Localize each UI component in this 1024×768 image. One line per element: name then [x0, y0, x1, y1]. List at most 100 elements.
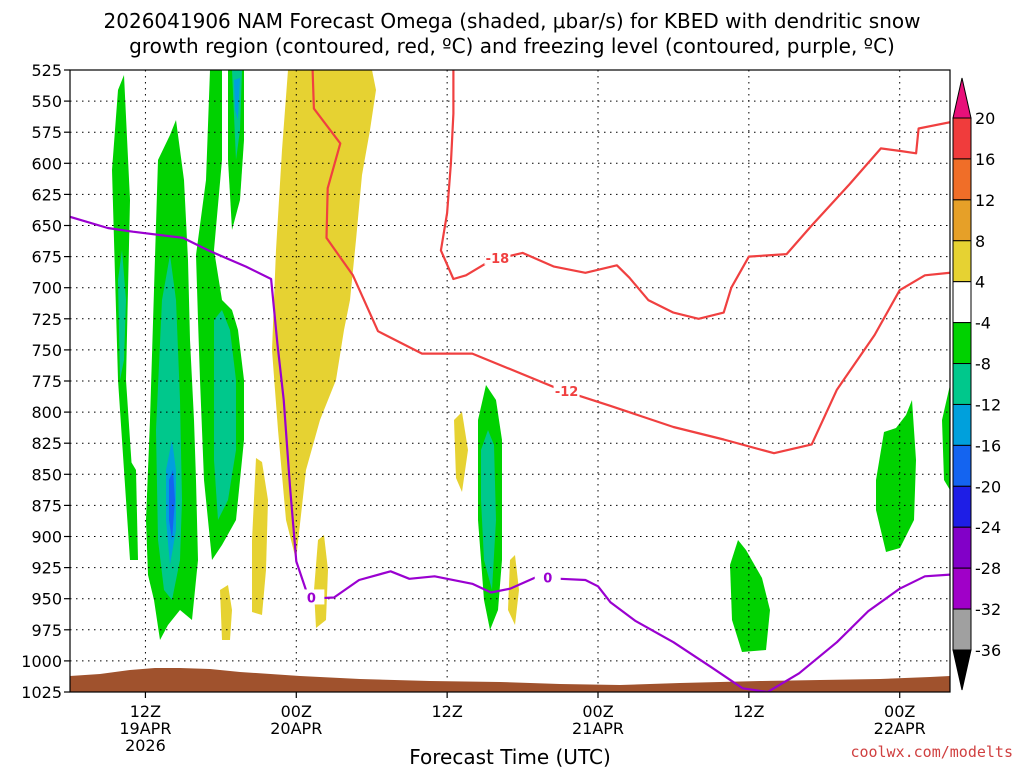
colorbar-label: -20 [975, 477, 1001, 496]
colorbar-swatch [952, 485, 972, 528]
omega-region-green [876, 400, 916, 552]
x-tick-label: 12Z [431, 702, 462, 721]
y-tick-label: 825 [31, 434, 62, 453]
colorbar-label: 4 [975, 273, 985, 292]
contour-label-bg [534, 569, 561, 585]
y-axis: 525 550 575 600 625 650 675 700 725 750 775 800 825 8… [21, 61, 70, 702]
chart-title-line-1: 2026041906 NAM Forecast Omega (shaded, μ… [104, 9, 921, 33]
x-tick-label: 12Z [733, 702, 764, 721]
contour-label: 0 [307, 591, 316, 606]
colorbar-label: -4 [975, 314, 991, 333]
colorbar-label: -32 [975, 600, 1001, 619]
x-tick-label: 00Z [582, 702, 613, 721]
y-tick-label: 525 [31, 61, 62, 80]
colorbar-label: -24 [975, 518, 1001, 537]
y-tick-label: 850 [31, 465, 62, 484]
omega-region-teal [214, 310, 236, 520]
omega-region-teal [118, 250, 126, 380]
colorbar-swatch [952, 240, 972, 283]
y-tick-label: 625 [31, 185, 62, 204]
colorbar-label: 16 [975, 150, 995, 169]
contour-dendritic-minus12 [311, 70, 950, 455]
contour-label-bg [553, 382, 580, 398]
contour-label-bg [484, 249, 511, 265]
colorbar-label: -12 [975, 395, 1001, 414]
contour-label-bg [298, 589, 325, 605]
y-tick-label: 600 [31, 154, 62, 173]
omega-region-yellow [454, 412, 468, 492]
y-tick-label: 700 [31, 279, 62, 298]
grid-lines [70, 70, 950, 692]
terrain-ground [70, 668, 950, 692]
x-tick-label: 00Z [281, 702, 312, 721]
omega-region-green [942, 385, 950, 490]
x-tick-label: 00Z [884, 702, 915, 721]
x-tick-label: 21APR [572, 719, 624, 738]
x-tick-label: 19APR [119, 719, 171, 738]
colorbar-arrow-bottom [952, 649, 972, 691]
y-tick-label: 575 [31, 123, 62, 142]
colorbar-label: -36 [975, 641, 1001, 660]
contour-freezing-zero [70, 215, 950, 692]
plot-content: -12-12-18-18000 [70, 70, 1024, 692]
colorbar-swatch [952, 526, 972, 569]
colorbar-arrow-top [952, 77, 972, 119]
omega-positive-regions [220, 70, 519, 640]
contour-dendritic-minus18 [439, 70, 950, 320]
y-tick-label: 750 [31, 341, 62, 360]
y-tick-label: 675 [31, 248, 62, 267]
x-tick-label: 12Z [130, 702, 161, 721]
colorbar-swatch [952, 608, 972, 651]
y-tick-label: 1000 [21, 652, 62, 671]
x-axis-title: Forecast Time (UTC) [409, 745, 611, 768]
y-tick-label: 925 [31, 559, 62, 578]
omega-region-yellow [508, 555, 519, 625]
colorbar-swatch [952, 567, 972, 610]
y-tick-label: 725 [31, 310, 62, 329]
omega-region-green [130, 460, 138, 560]
y-tick-label: 1025 [21, 683, 62, 702]
y-tick-label: 800 [31, 403, 62, 422]
colorbar-label: -28 [975, 559, 1001, 578]
colorbar-swatch [952, 322, 972, 365]
y-tick-label: 875 [31, 496, 62, 515]
x-tick-label: 22APR [874, 719, 926, 738]
colorbar-swatch [952, 158, 972, 201]
omega-region-yellow [272, 70, 376, 560]
colorbar-label: 12 [975, 191, 995, 210]
contour-label: -18 [1020, 130, 1024, 145]
omega-region-green [730, 540, 770, 652]
x-tick-label: 20APR [270, 719, 322, 738]
omega-region-teal [481, 430, 496, 590]
omega-region-cyan [234, 78, 240, 120]
x-tick-label: 2026 [125, 736, 166, 755]
colorbar-swatch [952, 281, 972, 324]
y-tick-label: 775 [31, 372, 62, 391]
contour-label: 0 [543, 572, 552, 587]
colorbar-label: -16 [975, 436, 1001, 455]
omega-region-yellow [314, 535, 328, 628]
contour-label: -12 [555, 385, 579, 400]
contour-label-bg [1019, 128, 1024, 143]
y-tick-label: 950 [31, 590, 62, 609]
colorbar-swatch [952, 117, 972, 160]
omega-negative-regions [112, 70, 950, 652]
contour-label: -18 [486, 252, 510, 267]
colorbar: 20 16 12 8 4 -4 -8 -12 -16 -20 -24 -28 -32 -36 [952, 77, 1001, 691]
contour-label: -12 [1020, 288, 1024, 303]
omega-region-yellow [252, 458, 268, 615]
colorbar-swatch [952, 444, 972, 487]
credit-text: coolwx.com/modelts [850, 743, 1013, 761]
y-tick-label: 550 [31, 92, 62, 111]
y-tick-label: 975 [31, 621, 62, 640]
colorbar-swatch [952, 363, 972, 405]
contour-label-bg [1019, 286, 1024, 301]
colorbar-swatch [952, 403, 972, 446]
y-tick-label: 650 [31, 217, 62, 236]
colorbar-label: 8 [975, 232, 985, 251]
colorbar-swatch [952, 199, 972, 242]
colorbar-label: 20 [975, 109, 995, 128]
y-tick-label: 900 [31, 528, 62, 547]
